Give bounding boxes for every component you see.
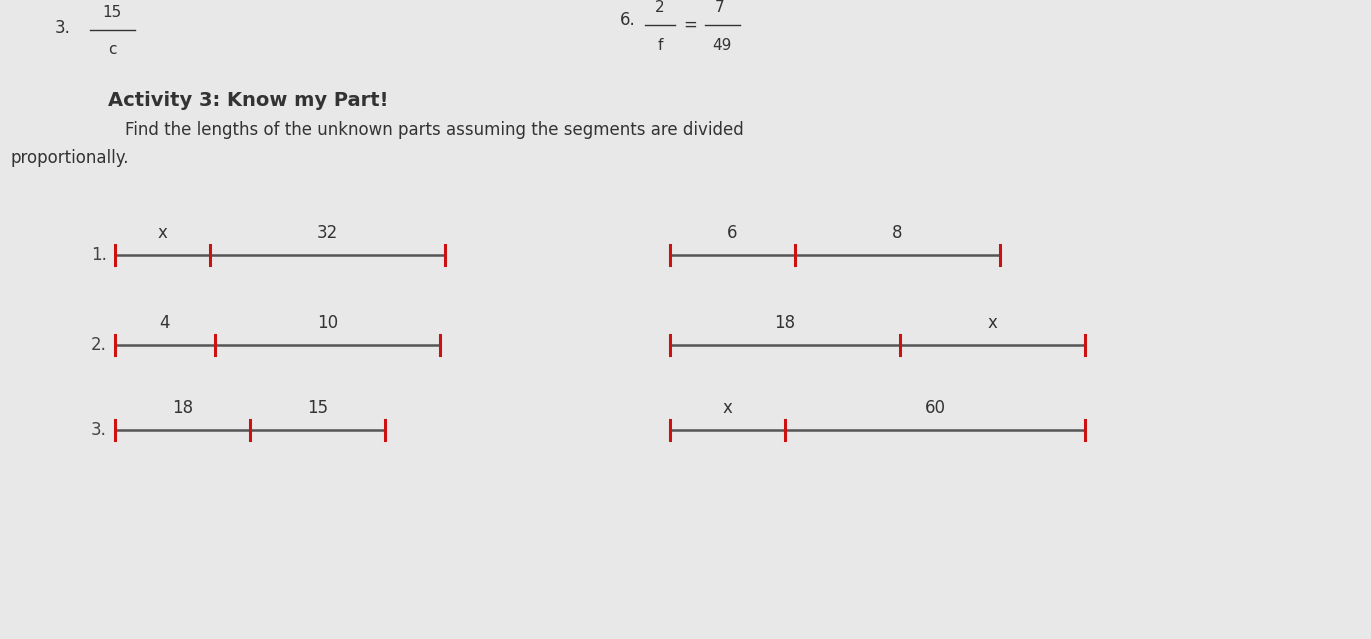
Text: 2: 2 [655, 0, 665, 15]
Text: x: x [723, 399, 732, 417]
Text: 15: 15 [307, 399, 328, 417]
Text: 10: 10 [317, 314, 339, 332]
Text: 49: 49 [713, 38, 732, 53]
Text: 6: 6 [727, 224, 738, 242]
Text: =: = [683, 16, 696, 34]
Text: Activity 3: Know my Part!: Activity 3: Know my Part! [108, 91, 388, 109]
Text: 8: 8 [893, 224, 902, 242]
Text: 32: 32 [317, 224, 339, 242]
Text: 4: 4 [160, 314, 170, 332]
Text: 6.: 6. [620, 11, 636, 29]
Text: 60: 60 [924, 399, 946, 417]
Text: 7: 7 [716, 0, 725, 15]
Text: f: f [657, 38, 662, 53]
Text: 18: 18 [171, 399, 193, 417]
Text: 18: 18 [775, 314, 795, 332]
Text: proportionally.: proportionally. [10, 149, 129, 167]
Text: 1.: 1. [90, 246, 107, 264]
Text: x: x [987, 314, 998, 332]
Text: c: c [108, 42, 117, 57]
Text: Find the lengths of the unknown parts assuming the segments are divided: Find the lengths of the unknown parts as… [125, 121, 743, 139]
Text: 3.: 3. [55, 19, 71, 37]
Text: 15: 15 [103, 5, 122, 20]
Text: 3.: 3. [90, 421, 107, 439]
Text: 2.: 2. [90, 336, 107, 354]
Text: x: x [158, 224, 167, 242]
